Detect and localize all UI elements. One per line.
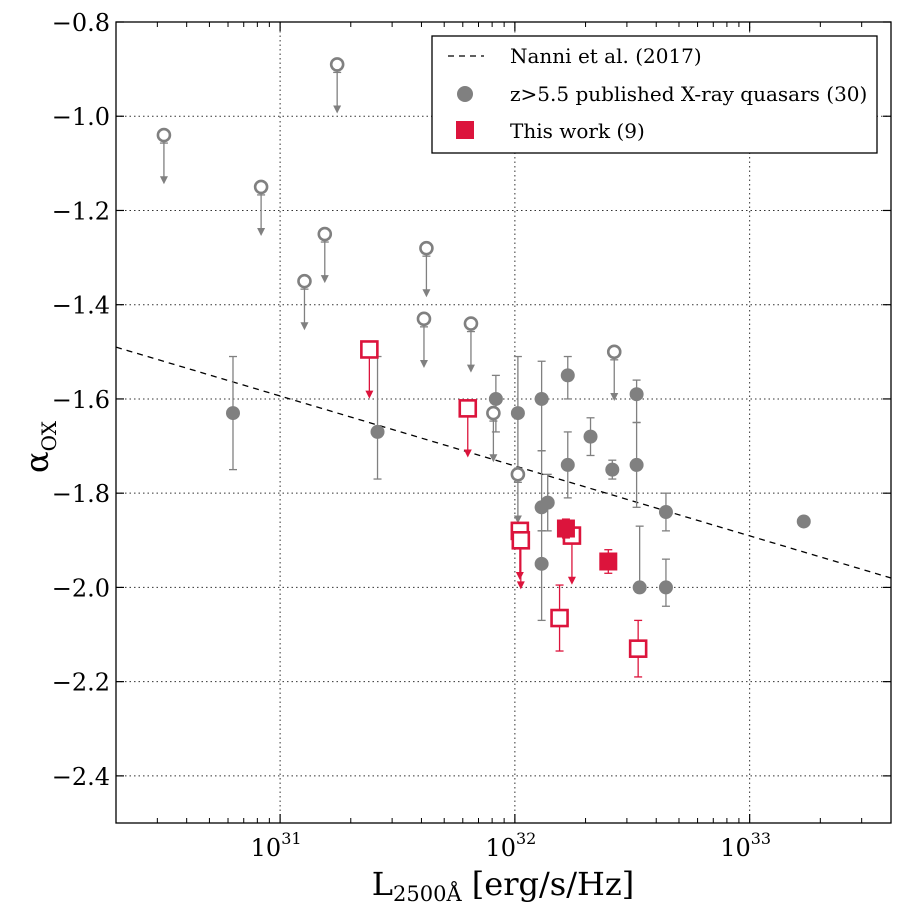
axes: −0.8 −1.0 −1.2 −1.4 −1.6 −1.8 −2.0 −2.2 −2.4 1031… [52,9,892,862]
this-work-point [556,519,575,538]
published-point [796,514,811,529]
published-point [629,457,644,472]
x-tick-label: 1031 [251,829,302,862]
legend-label-this-work: This work (9) [510,119,645,143]
relation-line-layer [116,346,891,579]
this-work-open-point [458,399,478,418]
published-point [510,406,525,421]
published-point [629,387,644,402]
x-axis-title: L2500Å [erg/s/Hz] [372,865,634,906]
y-tick-label: −2.2 [52,669,110,697]
published-point [632,580,647,595]
y-tick-label: −2.4 [52,763,110,791]
published-point [658,505,673,520]
this-work-open-point [628,639,648,658]
published-limit-point [329,57,345,72]
y-tick-label: −1.6 [52,386,110,414]
published-limit-arrow-head [257,228,266,237]
published-point [225,406,240,421]
published-limit-arrow-head [466,364,475,373]
legend-label-nanni: Nanni et al. (2017) [510,44,702,68]
published-point [370,424,385,439]
y-axis-title: αOX [18,420,61,473]
x-tick-label: 1032 [485,829,536,862]
y-axis-title-sub: OX [37,420,61,451]
published-limit-arrow-head [300,322,309,331]
x-axis-title-rest: [erg/s/Hz] [462,865,635,903]
plot-frame [115,21,892,824]
y-tick-label: −2.0 [52,574,110,602]
this-work-limit-arrow-head [515,571,524,580]
legend: Nanni et al. (2017) z>5.5 published X-ra… [431,35,878,154]
y-tick-label: −1.4 [52,292,110,320]
published-limit-point [297,273,312,289]
published-limit-point [510,467,526,482]
legend-frame [431,35,878,154]
published-limit-point [317,226,333,242]
x-axis-title-main: L [372,865,393,903]
y-tick-label: −1.0 [52,103,110,131]
published-point [534,391,549,406]
published-point [605,462,620,477]
published-limit-point [253,179,269,195]
this-work-limit-arrow-head [567,576,576,585]
this-work-open-point [360,340,379,359]
published-limit-arrow-head [489,454,498,463]
this-work-open-point [511,530,531,550]
legend-label-published: z>5.5 published X-ray quasars (30) [510,82,867,106]
published-point [540,495,555,510]
published-limit-arrow-head [320,275,329,284]
published-limit-point [486,405,501,421]
y-axis-title-main: α [18,451,56,473]
data-marks [156,57,811,678]
published-limit-point [416,311,432,327]
published-limit-arrow-head [513,515,522,524]
published-limit-arrow-head [419,359,428,368]
x-tick-label: 1033 [720,829,771,862]
published-point [560,457,575,472]
legend-circle-marker [457,86,473,102]
published-point [560,368,575,383]
published-limit-arrow-head [422,289,431,298]
relation-line [116,346,891,579]
y-tick-label: −1.2 [52,197,110,225]
published-point [488,391,503,406]
published-limit-point [419,240,434,256]
published-limit-arrow-head [610,392,619,401]
published-limit-point [606,344,622,360]
published-limit-arrow-head [159,176,168,185]
this-work-limit-arrow-head [516,581,525,590]
published-limit-point [463,316,479,331]
y-tick-label: −0.8 [52,9,110,37]
published-limit-arrow-head [333,105,342,114]
x-axis-title-sub: 2500Å [393,881,462,906]
this-work-limit-arrow-head [365,390,374,399]
this-work-point [599,552,618,571]
this-work-limit-arrow-head [463,449,472,458]
published-limit-point [156,127,172,143]
legend-square-marker [456,121,474,139]
published-point [534,556,549,571]
published-point [583,429,598,444]
published-point [658,580,673,595]
y-tick-label: −1.8 [52,480,110,508]
grid [116,22,891,823]
this-work-open-point [550,608,569,628]
